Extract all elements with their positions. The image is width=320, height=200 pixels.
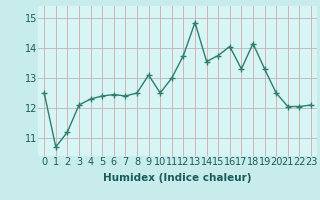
X-axis label: Humidex (Indice chaleur): Humidex (Indice chaleur)	[103, 173, 252, 183]
